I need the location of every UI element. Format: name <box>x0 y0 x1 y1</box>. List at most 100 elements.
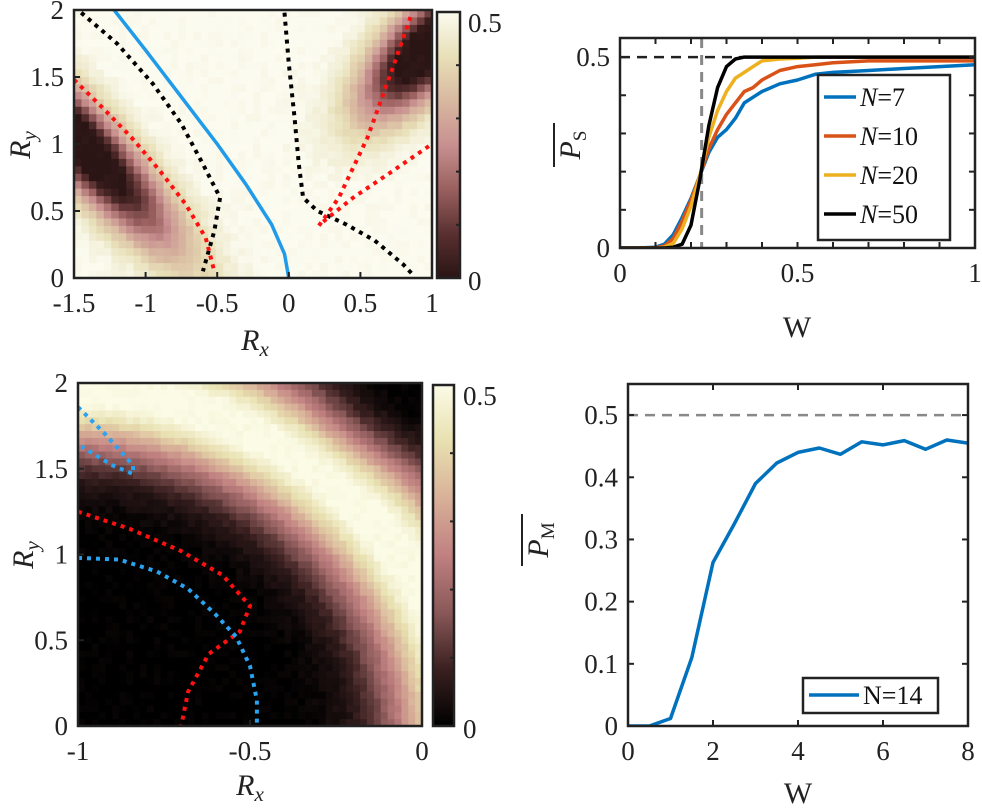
heatmap-cell <box>236 506 244 514</box>
heatmap-cell <box>305 623 313 631</box>
heatmap-cell <box>305 595 313 604</box>
heatmap-cell <box>332 575 341 583</box>
heatmap-cell <box>318 396 327 405</box>
heatmap-cell <box>394 513 402 521</box>
heatmap-cell <box>417 77 426 86</box>
heatmap-cell <box>277 499 285 508</box>
heatmap-cell <box>200 263 209 272</box>
heatmap-cell <box>325 424 334 432</box>
heatmap-cell <box>339 431 347 439</box>
heatmap-cell <box>372 129 381 138</box>
x-tick-label: 0 <box>282 288 296 318</box>
heatmap-cell <box>325 403 334 412</box>
heatmap-cell <box>260 39 269 48</box>
heatmap-cell <box>105 691 113 700</box>
heatmap-cell <box>238 203 247 212</box>
heatmap-cell <box>346 479 354 487</box>
heatmap-cell <box>305 225 314 234</box>
heatmap-cell <box>260 32 269 41</box>
heatmap-cell <box>185 121 194 130</box>
heatmap-cell <box>291 636 299 645</box>
heatmap-cell <box>325 547 334 556</box>
heatmap-cell <box>223 225 232 234</box>
heatmap-cell <box>243 513 251 521</box>
heatmap-cell <box>160 684 169 693</box>
heatmap-cell <box>275 181 284 190</box>
y-tick-label: 1 <box>55 540 69 570</box>
heatmap-cell <box>408 520 416 528</box>
heatmap-cell <box>260 114 269 123</box>
heatmap-cell <box>153 561 162 569</box>
heatmap-cell <box>297 240 306 249</box>
heatmap-cell <box>332 513 341 521</box>
heatmap-cell <box>174 479 182 487</box>
heatmap-cell <box>91 520 100 528</box>
heatmap-cell <box>146 636 155 645</box>
heatmap-cell <box>318 451 327 460</box>
heatmap-cell <box>153 575 162 583</box>
heatmap-cell <box>111 121 120 130</box>
heatmap-cell <box>88 99 97 108</box>
heatmap-cell <box>364 196 373 205</box>
heatmap-cell <box>291 527 299 535</box>
heatmap-cell <box>229 623 237 631</box>
heatmap-cell <box>185 62 194 71</box>
heatmap-cell <box>167 485 175 494</box>
heatmap-cell <box>297 233 306 242</box>
heatmap-cell <box>298 383 306 391</box>
heatmap-cell <box>250 581 258 590</box>
heatmap-cell <box>163 17 172 26</box>
heatmap-cell <box>163 166 172 175</box>
heatmap-cell <box>126 513 134 521</box>
heatmap-cell <box>305 712 313 720</box>
heatmap-cell <box>215 664 224 672</box>
heatmap-cell <box>185 77 194 86</box>
heatmap-cell <box>229 554 237 562</box>
heatmap-cell <box>353 485 361 494</box>
heatmap-cell <box>360 691 368 700</box>
heatmap-cell <box>256 650 265 658</box>
heatmap-cell <box>201 527 210 535</box>
heatmap-cell <box>394 540 402 549</box>
heatmap-cell <box>366 609 375 617</box>
heatmap-cell <box>290 240 299 249</box>
heatmap-cell <box>119 554 127 562</box>
heatmap-cell <box>305 151 314 160</box>
heatmap-cell <box>215 248 224 257</box>
heatmap-cell <box>357 24 366 33</box>
heatmap-cell <box>163 263 172 272</box>
heatmap-cell <box>74 54 83 63</box>
heatmap-cell <box>408 588 416 597</box>
heatmap-cell <box>160 492 169 501</box>
heatmap-cell <box>260 173 269 182</box>
heatmap-cell <box>133 506 141 514</box>
heatmap-cell <box>201 616 210 624</box>
heatmap-cell <box>360 417 368 425</box>
heatmap-cell <box>339 472 347 480</box>
heatmap-cell <box>339 485 347 494</box>
heatmap-cell <box>236 664 244 672</box>
heatmap-cell <box>105 540 113 549</box>
heatmap-cell <box>208 166 217 175</box>
heatmap-cell <box>111 129 120 138</box>
heatmap-cell <box>174 383 182 391</box>
heatmap-cell <box>230 39 239 48</box>
heatmap-cell <box>284 499 292 508</box>
heatmap-cell <box>238 240 247 249</box>
heatmap-cell <box>103 188 112 197</box>
heatmap-cell <box>119 396 127 405</box>
heatmap-cell <box>236 575 244 583</box>
heatmap-cell <box>146 568 155 576</box>
heatmap-cell <box>373 485 382 494</box>
heatmap-cell <box>342 10 351 19</box>
heatmap-cell <box>312 114 321 123</box>
heatmap-cell <box>318 684 327 693</box>
heatmap-cell <box>185 144 194 153</box>
heatmap-cell <box>409 10 418 19</box>
heatmap-cell <box>318 705 327 713</box>
heatmap-cell <box>346 664 354 672</box>
heatmap-cell <box>409 218 418 227</box>
heatmap-cell <box>263 657 272 665</box>
heatmap-cell <box>91 691 100 700</box>
heatmap-cell <box>167 472 175 480</box>
